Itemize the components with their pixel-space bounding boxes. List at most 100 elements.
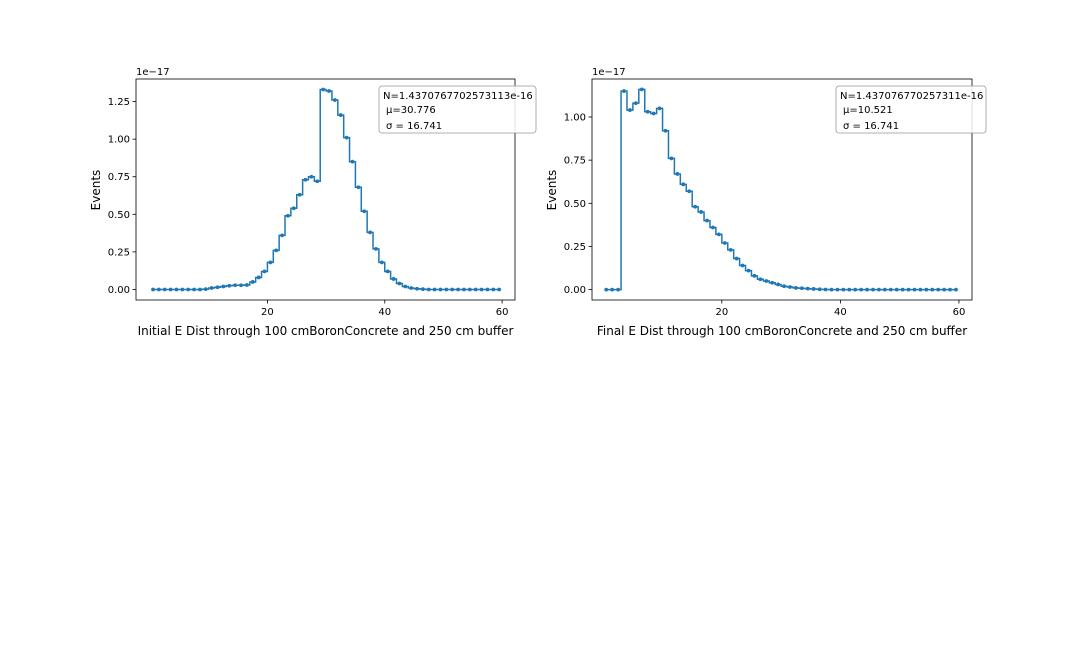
initial-data-point [209,286,214,290]
initial-data-point [227,283,232,288]
initial-data-point [203,287,208,292]
initial-data-point [180,287,185,292]
initial-data-point [239,283,243,288]
final-data-point [746,268,751,273]
final-data-point [657,106,662,111]
final-ytick-label: 0.25 [564,242,586,253]
initial-data-point [338,113,343,117]
initial-data-point [385,269,390,274]
final-data-point [782,284,786,289]
final-data-point [639,87,644,92]
final-data-point [865,287,869,292]
initial-legend-mu: μ=30.776 [386,105,436,116]
initial-data-point [321,87,326,92]
initial-data-point [397,281,402,286]
initial-data-point [192,287,196,292]
initial-data-point [356,185,361,190]
initial-data-point [350,159,355,164]
initial-xtick-label: 60 [496,307,509,318]
final-data-point [859,287,864,292]
final-data-point [628,108,632,112]
final-data-point [740,263,745,268]
final-data-point [669,156,674,161]
final-xtick-label: 20 [715,307,728,318]
initial-ytick-label: 0.50 [108,210,130,221]
initial-data-point [315,179,320,184]
initial-data-point [286,213,290,218]
initial-data-point [409,286,414,290]
final-data-point [622,89,626,93]
final-ytick-label: 0.00 [564,285,586,296]
initial-data-point [368,230,372,235]
initial-data-point [291,206,296,211]
initial-data-point [432,287,437,292]
final-data-point [681,182,686,187]
initial-data-point [379,260,384,265]
final-data-point [776,282,781,287]
final-data-point [823,287,828,292]
final-data-point [853,287,858,292]
initial-ytick-label: 1.00 [108,135,130,146]
final-data-point [675,172,680,176]
final-data-point [705,218,709,223]
final-data-point [663,128,668,133]
initial-legend: N=1.4370767702573113e-16 μ=30.776 σ = 16… [378,85,537,134]
final-data-point [693,204,698,209]
final-ytick-label: 1.00 [564,112,586,123]
final-legend: N=1.437076770257311e-16 μ=10.521 σ = 16.… [835,85,987,134]
initial-data-point [473,287,478,292]
initial-data-point [280,233,284,238]
final-data-point [829,287,834,292]
initial-data-point [374,246,378,251]
initial-data-point [250,280,255,284]
final-data-point [711,225,715,230]
final-data-point [888,287,893,292]
initial-data-point [362,209,367,214]
final-data-point [906,287,911,292]
initial-data-point [168,287,173,292]
final-legend-mu: μ=10.521 [843,105,893,116]
final-data-point [912,287,917,292]
final-data-point [942,287,947,292]
initial-data-point [262,269,267,274]
final-data-point [734,256,739,261]
final-data-point [877,287,881,292]
initial-data-point [479,287,484,292]
initial-data-point [332,98,337,102]
final-data-point [687,189,692,194]
final-legend-box [835,85,987,134]
final-data-point [616,287,620,292]
initial-data-point [297,192,302,197]
final-data-point [841,287,846,292]
final-ylabel: Events [545,170,559,211]
final-data-point [882,287,887,292]
initial-data-point [415,286,419,291]
initial-ytick-label: 0.25 [108,247,130,258]
final-legend-n: N=1.437076770257311e-16 [840,91,983,102]
final-data-point [764,279,769,283]
initial-ytick-label: 0.00 [108,285,130,296]
initial-data-point [162,287,167,292]
final-data-point [728,248,733,252]
final-data-point [930,287,935,292]
initial-ylabel: Events [89,170,103,211]
initial-data-point [497,287,502,292]
final-data-point [604,287,609,292]
initial-data-point [438,287,443,292]
initial-data-point [274,248,279,253]
initial-ytick-label: 1.25 [108,97,130,108]
final-data-point [817,287,822,292]
final-data-point [758,277,763,282]
final-data-point [936,287,941,292]
final-data-point [788,285,792,289]
final-data-point [918,287,923,292]
final-data-point [805,286,810,291]
final-data-point [954,287,958,292]
initial-data-point [450,287,455,292]
initial-data-point [444,287,449,292]
initial-data-point [215,285,220,290]
final-data-point [871,287,875,292]
initial-legend-sigma: σ = 16.741 [386,121,442,132]
final-ytick-label: 0.75 [564,156,586,167]
final-data-point [716,232,721,237]
